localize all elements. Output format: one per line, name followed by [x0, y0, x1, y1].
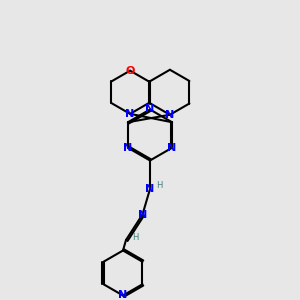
- Text: N: N: [125, 109, 135, 119]
- Text: O: O: [125, 66, 135, 76]
- Text: N: N: [123, 143, 133, 153]
- Text: N: N: [167, 143, 177, 153]
- Text: N: N: [165, 110, 175, 120]
- Text: H: H: [132, 232, 138, 242]
- Text: N: N: [118, 290, 127, 300]
- Text: N: N: [138, 209, 147, 220]
- Text: N: N: [146, 184, 154, 194]
- Text: N: N: [146, 104, 154, 115]
- Text: H: H: [156, 182, 162, 190]
